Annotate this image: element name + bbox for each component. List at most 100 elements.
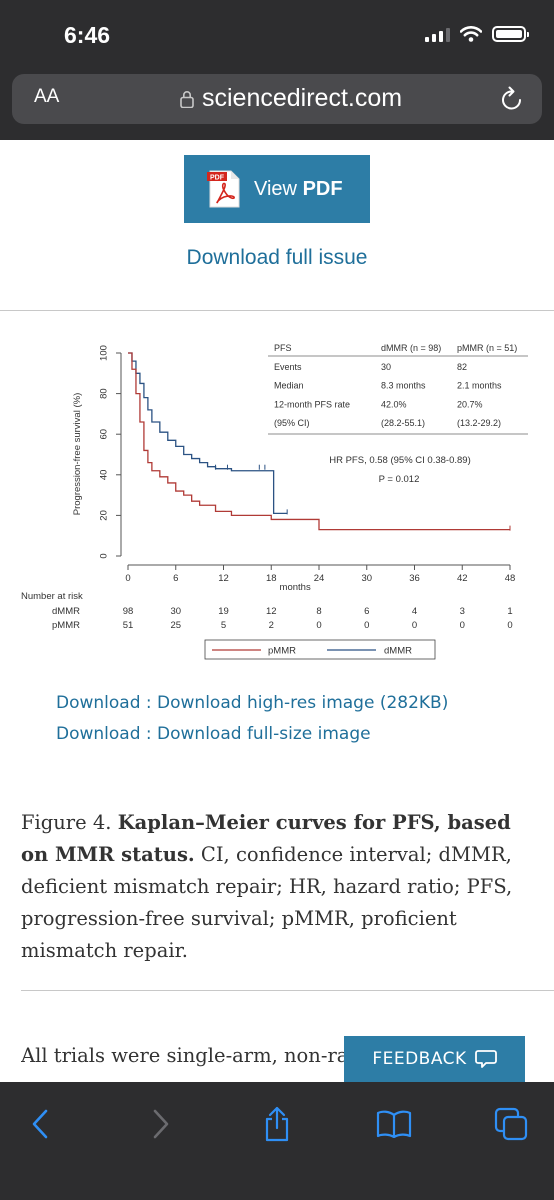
y-tick-label: 100 (99, 345, 110, 361)
back-button[interactable] (20, 1104, 60, 1144)
summary-table-cell: 82 (457, 362, 467, 372)
risk-value: 12 (266, 606, 277, 617)
x-tick-label: 30 (361, 573, 372, 584)
summary-table-cell: Median (274, 381, 304, 391)
y-tick-label: 60 (99, 429, 110, 440)
divider (0, 310, 554, 311)
x-tick-label: 24 (314, 573, 325, 584)
x-tick-label: 12 (218, 573, 229, 584)
wifi-icon (460, 26, 482, 42)
legend-label-pmmr: pMMR (268, 646, 296, 657)
risk-value: 3 (460, 606, 465, 617)
summary-table-header: dMMR (n = 98) (381, 343, 441, 353)
cellular-signal-icon (425, 26, 450, 42)
share-icon (265, 1106, 289, 1142)
x-tick-label: 6 (173, 573, 178, 584)
summary-table-header: pMMR (n = 51) (457, 343, 517, 353)
pdf-icon-text: PDF (210, 174, 225, 181)
status-icons (425, 26, 529, 42)
risk-value: 8 (316, 606, 321, 617)
risk-value: 2 (269, 620, 274, 631)
y-tick-label: 40 (99, 470, 110, 481)
divider (21, 990, 554, 991)
summary-table-cell: 2.1 months (457, 381, 502, 391)
x-axis-title: months (280, 582, 311, 593)
download-full-issue-link[interactable]: Download full issue (186, 246, 368, 269)
p-value-text: P = 0.012 (379, 474, 420, 485)
risk-value: 0 (460, 620, 465, 631)
risk-value: 6 (364, 606, 369, 617)
pdf-file-icon: PDF (207, 170, 240, 208)
summary-table-cell: 12-month PFS rate (274, 399, 350, 409)
risk-row-label: pMMR (52, 620, 80, 631)
risk-value: 0 (507, 620, 512, 631)
address-bar[interactable]: AA sciencedirect.com (12, 74, 542, 124)
risk-value: 1 (507, 606, 512, 617)
url-text: sciencedirect.com (202, 84, 403, 112)
download-full-size-link[interactable]: Download : Download full-size image (56, 724, 371, 744)
risk-value: 0 (364, 620, 369, 631)
summary-table-cell: 8.3 months (381, 381, 426, 391)
view-pdf-label: View PDF (254, 177, 343, 200)
risk-value: 30 (170, 606, 181, 617)
browser-bottom-toolbar (0, 1082, 554, 1200)
forward-chevron-icon (153, 1109, 169, 1139)
caption-body: CI, confidence interval; dMMR, deficient… (21, 843, 513, 962)
book-icon (376, 1110, 412, 1138)
risk-table-title: Number at risk (21, 591, 83, 602)
download-links: Download : Download high-res image (282K… (56, 688, 448, 750)
summary-table-cell: Events (274, 362, 302, 372)
share-button[interactable] (257, 1104, 297, 1144)
x-tick-label: 42 (457, 573, 468, 584)
tabs-button[interactable] (491, 1104, 531, 1144)
risk-row-label: dMMR (52, 606, 80, 617)
download-high-res-link[interactable]: Download : Download high-res image (282K… (56, 693, 449, 713)
url-field[interactable]: sciencedirect.com (180, 84, 402, 113)
figure-caption: Figure 4. Kaplan–Meier curves for PFS, b… (21, 807, 531, 967)
x-tick-label: 48 (505, 573, 516, 584)
browser-top-bar: 6:46 AA sciencedirect.com (0, 0, 554, 140)
summary-table-cell: 20.7% (457, 399, 483, 409)
feedback-button[interactable]: FEEDBACK (344, 1036, 525, 1082)
y-tick-label: 80 (99, 388, 110, 399)
risk-value: 0 (412, 620, 417, 631)
survival-curve-pmmr (128, 352, 510, 531)
summary-table-cell: (28.2-55.1) (381, 418, 425, 428)
article-body-text: All trials were single-arm, non-randomiz… (21, 1044, 351, 1067)
risk-value: 98 (123, 606, 134, 617)
lock-icon (180, 90, 194, 108)
view-pdf-button[interactable]: PDF View PDF (184, 155, 370, 223)
y-tick-label: 20 (99, 510, 110, 521)
status-time: 6:46 (64, 22, 111, 48)
risk-value: 4 (412, 606, 417, 617)
summary-table-cell: (13.2-29.2) (457, 418, 501, 428)
survival-curve-dmmr (128, 352, 288, 515)
reload-icon[interactable] (500, 86, 524, 112)
tabs-icon (494, 1107, 528, 1141)
back-chevron-icon (32, 1109, 48, 1139)
summary-table-cell: 42.0% (381, 399, 407, 409)
legend-label-dmmr: dMMR (384, 646, 412, 657)
x-tick-label: 18 (266, 573, 277, 584)
summary-table-header: PFS (274, 343, 292, 353)
risk-value: 0 (316, 620, 321, 631)
x-tick-label: 36 (409, 573, 420, 584)
legend-box (204, 639, 436, 660)
y-axis-title: Progression-free survival (%) (72, 393, 83, 515)
summary-table-cell: 30 (381, 362, 391, 372)
text-size-button[interactable]: AA (34, 86, 60, 107)
bookmarks-button[interactable] (374, 1104, 414, 1144)
summary-table-cell: (95% CI) (274, 418, 310, 428)
caption-label: Figure 4. (21, 811, 112, 834)
forward-button[interactable] (141, 1104, 181, 1144)
y-tick-label: 0 (99, 553, 110, 558)
x-tick-label: 0 (125, 573, 130, 584)
feedback-label: FEEDBACK (372, 1049, 467, 1069)
caption-title: Kaplan–Meier curves for PFS, based on MM… (21, 811, 511, 866)
risk-value: 25 (170, 620, 181, 631)
risk-value: 51 (123, 620, 134, 631)
hazard-ratio-text: HR PFS, 0.58 (95% CI 0.38-0.89) (329, 455, 471, 466)
battery-icon (492, 26, 529, 42)
speech-bubble-icon (474, 1050, 497, 1068)
